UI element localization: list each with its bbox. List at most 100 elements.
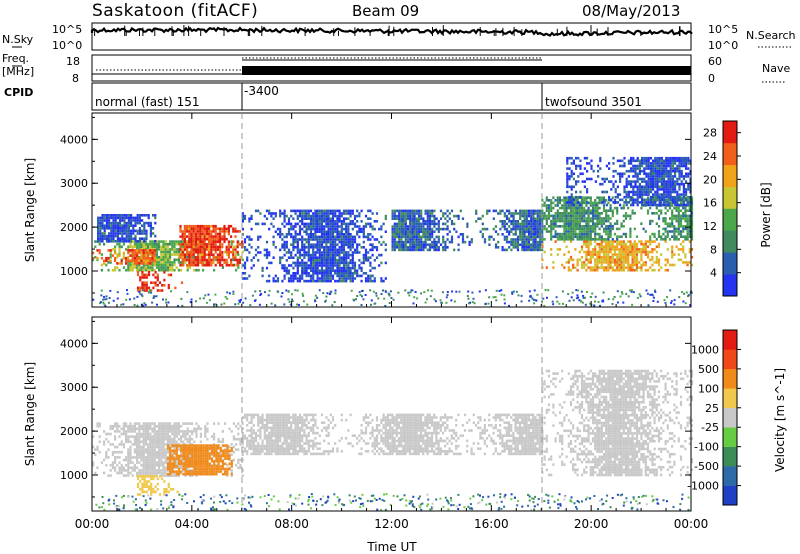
heatmap-cell [687,201,690,204]
heatmap-cell [666,248,669,251]
heatmap-cell [105,453,108,457]
heatmap-cell [186,250,189,254]
heatmap-cell [144,251,147,255]
heatmap-cell [169,255,172,259]
heatmap-cell [114,224,117,227]
heatmap-cell [675,235,678,238]
heatmap-cell [183,224,186,228]
heatmap-cell [682,156,685,160]
heatmap-cell [543,214,546,218]
colorbar-tick-label: 12 [703,220,717,233]
heatmap-cell [360,220,363,223]
heatmap-cell [285,266,288,270]
heatmap-cell [671,182,674,186]
heatmap-cell [555,296,558,299]
heatmap-cell [121,214,124,217]
heatmap-cell [232,240,235,244]
heatmap-cell [545,199,548,202]
heatmap-cell [323,217,326,220]
heatmap-cell [649,240,652,243]
heatmap-cell [305,233,308,236]
heatmap-cell [477,217,480,220]
heatmap-cell [320,256,324,259]
heatmap-cell [112,234,115,238]
heatmap-cell [301,292,304,295]
heatmap-cell [641,201,644,204]
heatmap-cell [669,175,672,178]
heatmap-cell [488,296,491,299]
heatmap-cell [673,227,676,231]
heatmap-cell [142,249,145,252]
heatmap-cell [413,238,416,241]
heatmap-cell [158,266,161,269]
heatmap-cell [372,290,375,293]
heatmap-cell [643,172,646,176]
heatmap-cell [208,263,211,267]
heatmap-cell [607,255,610,259]
heatmap-cell [224,296,227,298]
heatmap-cell [667,193,670,196]
heatmap-cell [660,253,663,256]
heatmap-cell [375,220,379,223]
heatmap-cell [596,268,599,272]
heatmap-cell [422,233,425,236]
heatmap-cell [619,177,622,181]
heatmap-cell [263,222,266,226]
heatmap-cell [589,225,592,228]
heatmap-cell [190,263,193,267]
heatmap-cell [257,222,260,226]
heatmap-cell [468,243,471,246]
heatmap-cell [349,214,352,218]
heatmap-cell [347,243,350,246]
heatmap-cell [536,220,539,223]
heatmap-cell [660,235,663,238]
heatmap-cell [296,277,299,280]
heatmap-cell [688,232,691,236]
heatmap-cell [140,266,143,269]
heatmap-cell [581,301,584,304]
heatmap-cell [281,292,284,294]
heatmap-cell [536,246,539,249]
heatmap-cell [656,188,659,191]
heatmap-cell [107,432,110,436]
heatmap-cell [142,266,145,269]
heatmap-cell [574,227,577,231]
heatmap-cell [336,209,339,213]
heatmap-cell [314,266,317,270]
heatmap-cell [613,253,617,256]
heatmap-cell [155,258,158,262]
heatmap-cell [351,277,354,280]
frequency-dense-block [242,66,691,75]
heatmap-cell [545,214,548,218]
heatmap-cell [638,162,641,165]
heatmap-cell [141,214,144,217]
heatmap-cell [503,298,506,301]
heatmap-cell [227,263,230,267]
heatmap-cell [109,443,112,446]
heatmap-cell [194,256,197,259]
heatmap-cell [145,221,148,225]
heatmap-cell [129,266,132,269]
heatmap-cell [96,448,99,451]
heatmap-cell [512,233,515,236]
heatmap-cell [214,256,217,259]
heatmap-cell [197,261,200,264]
heatmap-cell [250,217,253,220]
heatmap-cell [364,235,368,239]
heatmap-cell [342,233,346,236]
heatmap-cell [586,169,589,173]
heatmap-cell [139,276,142,279]
heatmap-cell [358,251,361,254]
heatmap-cell [616,206,619,210]
heatmap-cell [144,259,147,263]
heatmap-cell [136,262,139,265]
heatmap-cell [510,222,513,226]
heatmap-cell [116,240,119,243]
heatmap-cell [323,256,326,259]
heatmap-cell [186,263,189,267]
heatmap-cell [349,261,352,265]
heatmap-cell [230,261,233,264]
heatmap-cell [298,209,302,213]
heatmap-cell [627,182,630,186]
heatmap-cell [114,248,117,251]
